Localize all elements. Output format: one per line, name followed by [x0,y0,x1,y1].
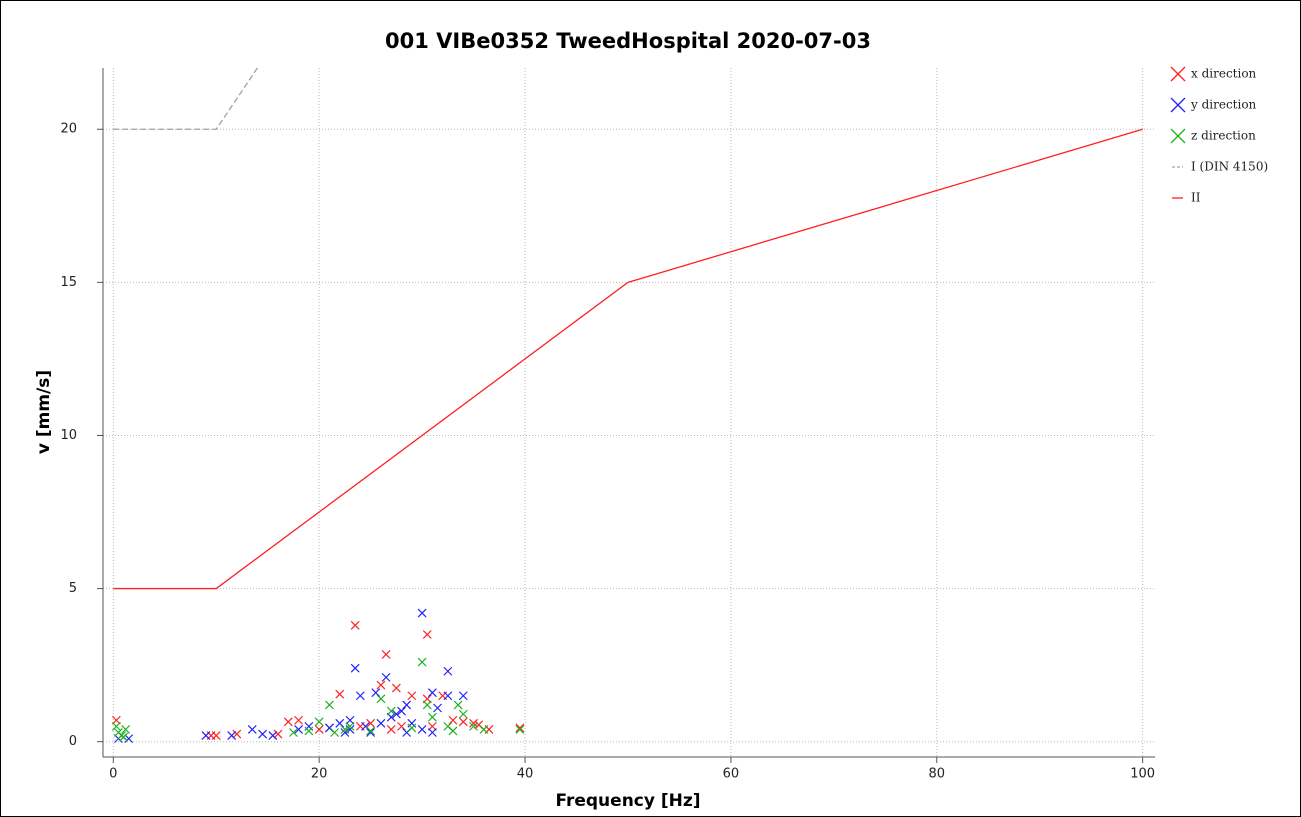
scatter-point [366,728,376,737]
scatter-point [458,691,468,701]
x-tick-label: 40 [517,767,534,782]
scatter-point [407,691,417,701]
scatter-point [340,725,350,734]
scatter-point [469,721,478,731]
scatter-point [376,680,386,690]
y-tick-label: 5 [69,581,77,596]
scatter-point [479,725,489,734]
scatter-point [391,683,401,693]
scatter-point [119,732,129,742]
scatter-point [376,718,386,728]
scatter-point [121,725,131,734]
axes: 0 20 40 60 80 100 0 5 10 15 20 [60,68,1155,782]
scatter-point [350,620,360,630]
legend-marker [1170,97,1186,113]
scatter-point [340,728,350,737]
legend-label: II [1191,191,1201,205]
scatter-point [422,630,432,639]
scatter-point [201,731,211,740]
scatter-point [345,721,355,731]
scatter-point [386,706,396,716]
scatter-point [448,726,458,736]
scatter-point [427,688,437,698]
scatter-point [515,725,525,734]
scatter-point [427,728,437,737]
scatter-point [386,725,396,734]
y-axis-label: v [mm/s] [34,370,54,454]
scatter-point [427,712,437,722]
scatter-point [247,725,257,734]
legend-marker [1170,128,1186,144]
scatter-point [443,691,453,701]
scatter-point [433,703,442,713]
scatter-point [402,700,412,710]
scatter-point [294,725,304,734]
scatter-point [397,706,406,716]
chart-title: 001 VIBe0352 TweedHospital 2020-07-03 [385,29,871,53]
legend-label: z direction [1191,129,1256,143]
scatter-point [469,718,478,728]
y-tick-label: 0 [69,734,77,749]
scatter-point [304,726,314,736]
scatter-point [232,729,242,739]
legend-marker [1170,66,1186,82]
x-tick-label: 100 [1130,767,1155,782]
scatter-point [397,721,406,731]
scatter-point [314,717,324,727]
scatter-point [350,663,360,673]
scatter-point [376,694,386,704]
plot-area [111,68,1143,744]
scatter-point [407,723,417,733]
scatter-point [289,728,298,737]
limit-line [113,128,1143,590]
x-axis-label: Frequency [Hz] [555,791,700,811]
scatter-point [448,715,458,725]
scatter-point [443,666,453,676]
legend-label: I (DIN 4150) [1191,160,1268,174]
scatter-point [335,689,345,699]
scatter-point [124,734,134,744]
scatter-point [458,717,468,727]
scatter-point [268,731,278,740]
scatter-point [458,709,468,719]
legend-label: x direction [1191,67,1257,81]
legend-label: y direction [1190,98,1257,112]
y-tick-label: 15 [60,275,77,290]
legend: x direction y direction z direction I (DIN … [1170,66,1268,205]
x-tick-label: 80 [929,767,946,782]
scatter-point [515,723,525,733]
x-tick-label: 60 [723,767,740,782]
limit-line [113,68,259,130]
x-tick-label: 0 [109,767,117,782]
scatter-point [381,649,391,659]
scatter-point [355,691,365,701]
x-tick-label: 20 [311,767,328,782]
scatter-point [422,700,432,710]
scatter-point [391,709,401,719]
y-tick-label: 20 [60,122,77,137]
scatter-point [325,700,334,710]
scatter-point [453,700,463,710]
scatter-point [417,608,427,618]
scatter-point [294,715,304,725]
scatter-point [335,718,345,728]
scatter-point [227,731,237,740]
y-tick-label: 10 [60,428,77,443]
scatter-point [211,731,221,740]
scatter-point [330,728,340,737]
scatter-point [111,721,121,731]
scatter-point [417,725,427,734]
scatter-point [417,657,427,667]
scatter-point [371,688,381,698]
scatter-point [314,725,324,734]
scatter-point [283,717,293,727]
scatter-point [366,726,376,736]
scatter-point [366,718,376,728]
scatter-point [258,729,267,739]
scatter-point [273,729,283,739]
scatter-point [381,672,391,682]
